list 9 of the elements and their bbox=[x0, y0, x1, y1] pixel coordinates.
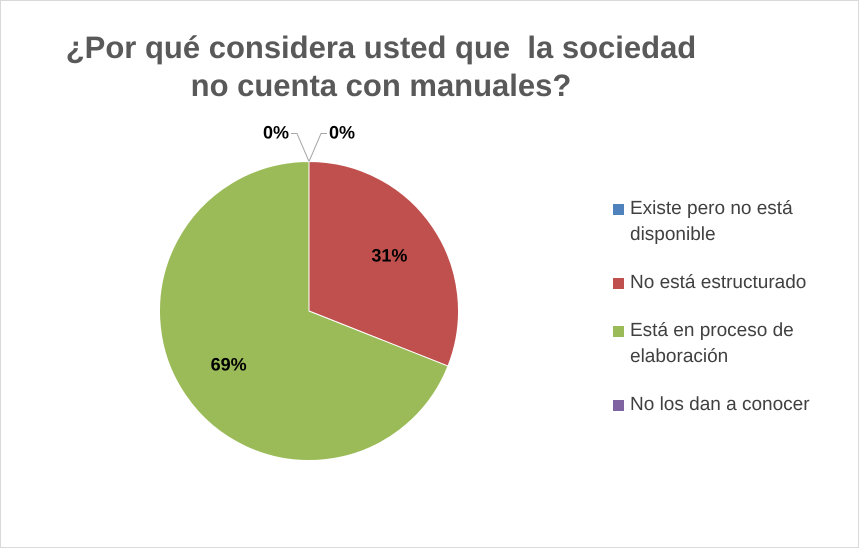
data-label: 69% bbox=[210, 354, 247, 375]
text: 0% bbox=[262, 122, 289, 142]
data-label: 31% bbox=[371, 245, 408, 266]
legend-label: Está en proceso de elaboración bbox=[630, 319, 795, 369]
legend-label: No está estructurado bbox=[630, 271, 806, 295]
legend-label: Existe pero no está disponible bbox=[630, 197, 794, 247]
text: 0% bbox=[329, 122, 356, 142]
legend-label: No los dan a conocer bbox=[630, 393, 810, 417]
chart-title: ¿Por qué considera usted que la sociedad no cuenta con manuales? bbox=[64, 29, 698, 105]
